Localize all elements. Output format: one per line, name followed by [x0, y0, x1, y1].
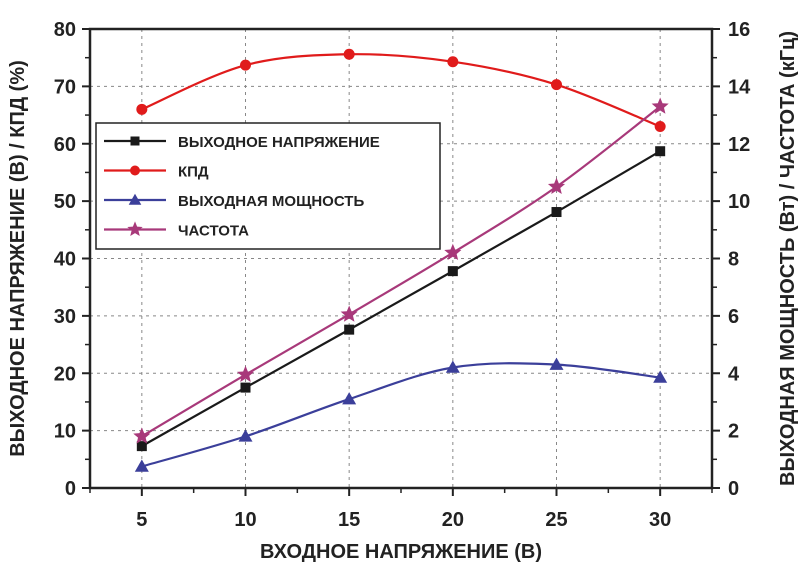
left-y-tick-label: 70: [54, 76, 76, 98]
data-point-circle: [447, 56, 459, 68]
left-y-tick-label: 60: [54, 134, 76, 156]
left-y-tick-label: 10: [54, 421, 76, 443]
legend-item: ВЫХОДНОЕ НАПРЯЖЕНИЕ: [104, 134, 380, 151]
data-point-square: [655, 146, 666, 157]
legend-label: КПД: [178, 164, 209, 181]
left-y-axis-label: ВЫХОДНОЕ НАПРЯЖЕНИЕ (В) / КПД (%): [7, 60, 29, 457]
legend-label: ВЫХОДНОЕ НАПРЯЖЕНИЕ: [178, 134, 380, 151]
left-y-tick-label: 80: [54, 19, 76, 41]
series-line: [141, 53, 661, 128]
series-line: [141, 105, 661, 438]
right-y-tick-label: 2: [728, 421, 739, 443]
data-point-circle: [551, 79, 562, 91]
data-point-triangle: [445, 360, 460, 373]
data-point-triangle: [134, 459, 149, 472]
series-layer: [133, 48, 669, 472]
right-y-tick-label: 16: [728, 19, 750, 41]
series-line: [141, 362, 661, 468]
data-point-triangle: [653, 370, 668, 383]
right-y-tick-label: 8: [728, 249, 739, 271]
x-tick-label: 5: [136, 509, 147, 531]
series-3: [134, 357, 668, 472]
left-y-tick-label: 0: [65, 478, 76, 500]
data-point-square: [136, 441, 147, 452]
x-tick-label: 30: [649, 509, 671, 531]
data-point-square: [551, 207, 562, 218]
legend: ВЫХОДНОЕ НАПРЯЖЕНИЕ КПД ВЫХОДНАЯ МОЩНОСТЬ Ч…: [95, 122, 441, 250]
right-y-axis-label: ВЫХОДНАЯ МОЩНОСТЬ (Вт) / ЧАСТОТА (кГц): [777, 31, 799, 486]
data-point-circle: [136, 103, 148, 115]
left-y-tick-label: 30: [54, 306, 76, 328]
x-tick-label: 15: [338, 509, 360, 531]
legend-marker-triangle: [128, 193, 142, 205]
data-point-triangle: [549, 357, 564, 370]
right-y-tick-label: 12: [728, 134, 750, 156]
series-2: [136, 48, 666, 133]
series-line: [141, 150, 661, 448]
legend-marker-circle: [130, 165, 140, 176]
data-point-triangle: [342, 392, 357, 405]
grid-lines: [90, 29, 712, 488]
data-point-square: [240, 382, 251, 393]
legend-marker-square: [130, 136, 140, 146]
series-1: [136, 146, 666, 452]
left-y-tick-label: 50: [54, 191, 76, 213]
left-y-tick-label: 20: [54, 363, 76, 385]
legend-item: ЧАСТОТА: [104, 221, 249, 240]
data-point-triangle: [238, 429, 253, 442]
data-point-circle: [240, 59, 251, 71]
x-tick-label: 20: [442, 509, 464, 531]
legend-item: ВЫХОДНАЯ МОЩНОСТЬ: [104, 193, 364, 210]
data-point-star: [133, 427, 151, 444]
x-tick-label: 25: [545, 509, 567, 531]
legend-box: [95, 122, 441, 250]
right-y-tick-label: 0: [728, 478, 739, 500]
legend-item: КПД: [104, 164, 209, 181]
data-point-circle: [343, 48, 355, 60]
series-4: [133, 97, 669, 444]
data-point-star: [236, 365, 255, 382]
data-point-square: [447, 266, 458, 277]
right-y-tick-label: 4: [728, 363, 740, 385]
data-point-star: [340, 305, 358, 322]
legend-label: ВЫХОДНАЯ МОЩНОСТЬ: [178, 193, 364, 210]
x-axis-label: ВХОДНОЕ НАПРЯЖЕНИЕ (В): [260, 541, 542, 563]
right-y-tick-label: 10: [728, 191, 750, 213]
right-y-tick-label: 6: [728, 306, 739, 328]
data-point-star: [444, 243, 462, 261]
data-point-star: [651, 97, 669, 114]
axes: 5 10 15 20 25 30 0 10 20 30 40 50 60 70 80 0 2 4 6 8 10 12 14 1…: [54, 19, 751, 531]
data-point-square: [344, 324, 355, 335]
data-point-circle: [654, 121, 666, 133]
x-tick-label: 10: [234, 509, 256, 531]
left-y-tick-label: 40: [54, 249, 76, 271]
legend-label: ЧАСТОТА: [178, 223, 249, 240]
right-y-tick-label: 14: [728, 76, 751, 98]
legend-marker-star: [127, 221, 143, 237]
data-point-star: [547, 177, 566, 195]
